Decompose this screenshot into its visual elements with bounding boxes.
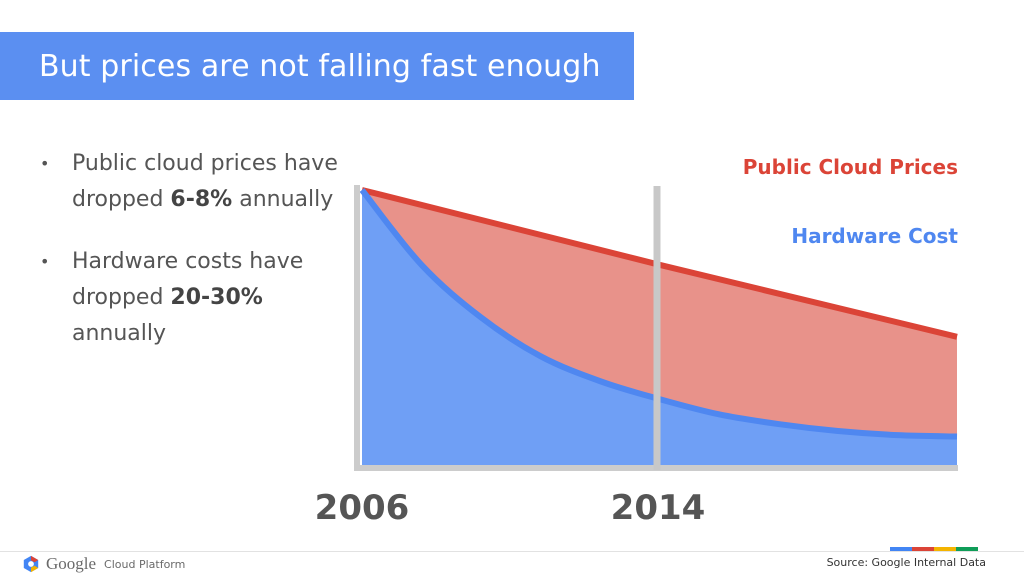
brand-color-segment [890, 547, 912, 551]
google-cloud-logo: Google Cloud Platform [22, 554, 185, 574]
brand-color-segment [912, 547, 934, 551]
brand-color-segment [956, 547, 978, 551]
bullet-text: annually [72, 321, 167, 346]
footer-divider [0, 551, 1024, 552]
x-tick-label: 2014 [611, 488, 706, 528]
hardware-cost-area [362, 190, 957, 467]
brand-color-strip [890, 547, 978, 551]
bullet-list: • Public cloud prices have dropped 6-8% … [40, 146, 340, 378]
bullet-item: • Hardware costs have dropped 20-30% ann… [40, 244, 340, 352]
bullet-text: annually [232, 187, 334, 212]
source-note: Source: Google Internal Data [826, 556, 986, 569]
bullet-dot-icon: • [40, 154, 50, 173]
legend-label: Hardware Cost [791, 224, 958, 248]
logo-product-text: Cloud Platform [104, 557, 186, 571]
bullet-dot-icon: • [40, 252, 50, 271]
bullet-text: Hardware costs have dropped [72, 249, 304, 310]
brand-color-segment [934, 547, 956, 551]
bullet-text: Public cloud prices have dropped [72, 151, 338, 212]
slide-title-text: But prices are not falling fast enough [39, 48, 601, 84]
cloud-platform-hex-icon [23, 555, 39, 573]
bullet-item: • Public cloud prices have dropped 6-8% … [40, 146, 340, 218]
hardware-cost-line [359, 188, 958, 440]
bullet-emphasis: 6-8% [170, 187, 233, 212]
slide-title: But prices are not falling fast enough [0, 32, 634, 100]
legend-label: Public Cloud Prices [743, 155, 958, 179]
x-tick-label: 2006 [315, 488, 410, 528]
bullet-emphasis: 20-30% [170, 285, 263, 310]
logo-google-text: Google [46, 554, 97, 573]
